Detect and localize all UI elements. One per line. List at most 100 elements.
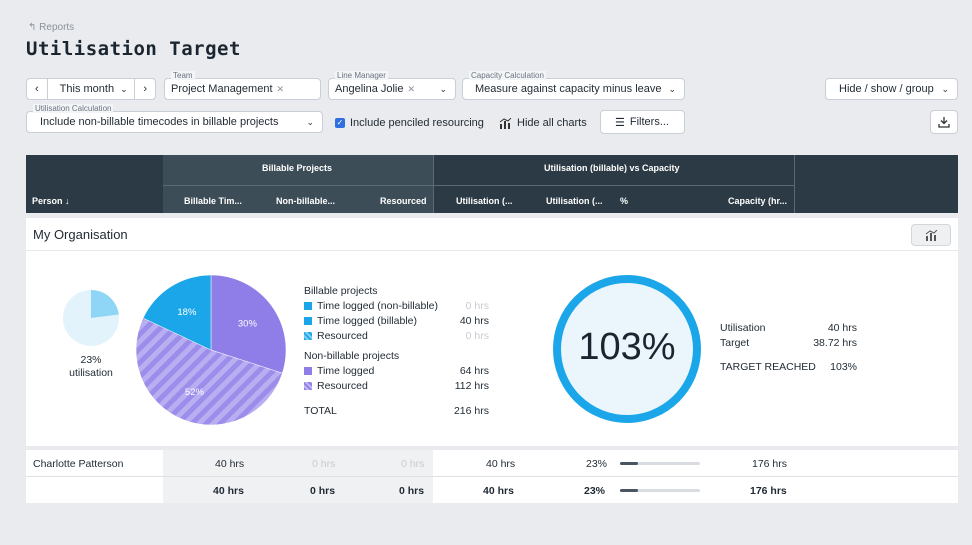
pie-slice-label: 52%: [185, 387, 205, 398]
hide-charts-button[interactable]: Hide all charts: [499, 117, 587, 129]
total-percent-bar: [620, 489, 700, 492]
stat-utilisation-value: 40 hrs: [827, 322, 857, 334]
legend-item: Time logged (non-billable): [304, 300, 438, 312]
legend-value: 40 hrs: [459, 315, 489, 327]
legend-item: Time logged (billable): [304, 315, 417, 327]
column-person[interactable]: Person ↓: [32, 196, 70, 206]
row-resourced: 0 hrs: [401, 458, 425, 470]
legend-swatch-striped: [304, 382, 312, 390]
breadcrumb[interactable]: ↰ Reports: [28, 22, 75, 33]
ring-value: 103%: [578, 326, 676, 368]
pie-slice: [142, 274, 212, 351]
checkbox-checked-icon[interactable]: ✓: [335, 118, 345, 128]
column-capacity[interactable]: Capacity (hr...: [728, 196, 788, 206]
chevron-down-icon: ⌄: [668, 83, 676, 94]
filter-lines-icon: ☰: [615, 116, 625, 129]
capacity-calculation-label: Capacity Calculation: [469, 71, 546, 80]
row-divider: [26, 476, 958, 477]
chart-icon: [499, 117, 512, 129]
column-utilisation-b[interactable]: Utilisation (...: [546, 196, 603, 206]
small-pie-label: utilisation: [69, 367, 113, 379]
legend-value: 112 hrs: [454, 380, 489, 392]
stat-target-reached-label: TARGET REACHED: [720, 361, 816, 373]
header-divider: [794, 155, 795, 213]
legend-swatch: [304, 317, 312, 325]
legend-item: Time logged: [304, 365, 374, 377]
column-percent[interactable]: %: [620, 196, 629, 206]
stat-target-reached-value: 103%: [830, 361, 857, 373]
legend-nonbillable-heading: Non-billable projects: [304, 350, 400, 362]
row-percent-bar-fill: [620, 462, 639, 465]
next-period-icon[interactable]: ›: [134, 79, 155, 99]
column-billable-time[interactable]: Billable Tim...: [184, 196, 242, 206]
team-value: Project Management: [171, 83, 273, 95]
legend-value: 0 hrs: [465, 330, 489, 342]
ring-progress: [553, 275, 701, 423]
row-capacity: 176 hrs: [752, 458, 788, 470]
capacity-calculation-select[interactable]: Capacity Calculation Measure against cap…: [462, 71, 685, 100]
line-manager-select[interactable]: Line Manager Angelina Jolie ✕ ⌄: [328, 71, 456, 100]
total-billable-time: 40 hrs: [213, 485, 244, 497]
row-person[interactable]: Charlotte Patterson: [33, 458, 124, 470]
team-label: Team: [171, 71, 195, 80]
hours-breakdown-pie: 30% 52% 18%: [135, 274, 287, 426]
organisation-panel: My Organisation 23% utilisation 30% 52% 18…: [26, 218, 958, 446]
legend-swatch: [304, 367, 312, 375]
download-icon: [938, 117, 950, 128]
header-divider: [163, 185, 794, 186]
hide-show-group-select[interactable]: Hide / show / group ⌄: [825, 78, 958, 100]
line-manager-label: Line Manager: [335, 71, 388, 80]
period-selector[interactable]: ‹ This month ⌄ ›: [26, 78, 156, 100]
prev-period-icon[interactable]: ‹: [27, 79, 48, 99]
total-capacity: 176 hrs: [750, 485, 787, 497]
clear-team-icon[interactable]: ✕: [276, 83, 285, 94]
legend-item: Resourced: [304, 330, 368, 342]
column-utilisation-a[interactable]: Utilisation (...: [456, 196, 513, 206]
column-resourced[interactable]: Resourced: [380, 196, 427, 206]
organisation-chart-toggle[interactable]: [911, 224, 951, 246]
column-non-billable[interactable]: Non-billable...: [276, 196, 336, 206]
penciled-checkbox-wrap[interactable]: ✓ Include penciled resourcing: [335, 117, 484, 129]
line-manager-value: Angelina Jolie: [335, 83, 404, 95]
chevron-down-icon: ⌄: [120, 83, 128, 94]
penciled-label: Include penciled resourcing: [350, 117, 484, 129]
back-arrow-icon: ↰: [28, 22, 40, 33]
download-button[interactable]: [930, 110, 958, 134]
chevron-down-icon: ⌄: [439, 83, 447, 94]
row-non-billable: 0 hrs: [312, 458, 336, 470]
legend-swatch: [304, 302, 312, 310]
sort-down-icon: ↓: [65, 196, 70, 206]
small-utilisation-pie: [63, 290, 119, 346]
clear-manager-icon[interactable]: ✕: [407, 83, 416, 94]
legend-item: Resourced: [304, 380, 368, 392]
stat-utilisation-label: Utilisation: [720, 322, 766, 334]
pie-slice-label: 18%: [177, 307, 197, 318]
legend-value: 64 hrs: [459, 365, 489, 377]
legend-value: 0 hrs: [465, 300, 489, 312]
stat-target-label: Target: [720, 337, 750, 349]
team-select[interactable]: Team Project Management ✕: [164, 71, 321, 100]
legend-total-label: TOTAL: [304, 405, 337, 417]
legend-swatch-striped: [304, 332, 312, 340]
utilisation-calculation-value: Include non-billable timecodes in billab…: [40, 116, 279, 128]
billable-group-shade: [163, 450, 433, 476]
total-non-billable: 0 hrs: [310, 485, 336, 497]
filters-button[interactable]: ☰ Filters...: [600, 110, 685, 134]
table-row[interactable]: Charlotte Patterson 40 hrs 0 hrs 0 hrs 4…: [26, 450, 958, 476]
utilisation-calculation-select[interactable]: Utilisation Calculation Include non-bill…: [26, 104, 323, 133]
total-resourced: 0 hrs: [399, 485, 425, 497]
legend-billable-heading: Billable projects: [304, 285, 378, 297]
chart-icon: [925, 229, 937, 241]
row-billable-time: 40 hrs: [215, 458, 245, 470]
ring-inner: [557, 279, 697, 419]
pie-slice-label: 30%: [238, 319, 258, 330]
header-divider: [433, 155, 434, 213]
chevron-down-icon: ⌄: [306, 116, 314, 127]
group-utilisation: Utilisation (billable) vs Capacity: [544, 163, 680, 173]
utilisation-calculation-label: Utilisation Calculation: [33, 104, 114, 113]
small-pie-slice: [91, 290, 119, 318]
hide-show-group-label: Hide / show / group: [839, 83, 934, 95]
organisation-name: My Organisation: [33, 227, 128, 242]
total-utilisation-b: 23%: [584, 485, 606, 497]
filters-button-label: Filters...: [629, 116, 669, 128]
